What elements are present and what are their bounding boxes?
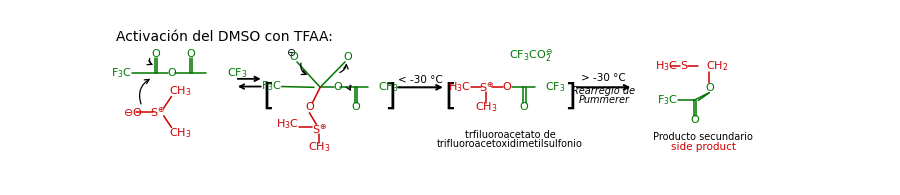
Text: O: O xyxy=(502,82,511,92)
Text: CH$_3$: CH$_3$ xyxy=(308,140,330,154)
Text: H$_3$C: H$_3$C xyxy=(275,117,299,131)
Text: CF$_3$: CF$_3$ xyxy=(227,66,248,80)
Text: H$_3$C: H$_3$C xyxy=(655,59,678,73)
Text: CF$_3$: CF$_3$ xyxy=(545,80,565,94)
Text: S$^{\oplus}$: S$^{\oplus}$ xyxy=(312,122,327,136)
Text: > -30 °C: > -30 °C xyxy=(581,73,626,83)
Text: H$_3$C: H$_3$C xyxy=(447,80,471,94)
Text: O: O xyxy=(151,49,160,59)
Text: O: O xyxy=(352,102,360,112)
Text: trifluoroacetoxidimetilsulfonio: trifluoroacetoxidimetilsulfonio xyxy=(437,139,583,149)
Text: CH$_3$: CH$_3$ xyxy=(169,84,192,98)
Text: $\ominus$: $\ominus$ xyxy=(285,47,296,58)
Text: F$_3$C: F$_3$C xyxy=(657,93,679,107)
Text: $\ominus$O: $\ominus$O xyxy=(123,106,143,118)
Text: trfiluoroacetato de: trfiluoroacetato de xyxy=(464,130,555,140)
Text: S$^{\oplus}$: S$^{\oplus}$ xyxy=(150,105,165,119)
Text: O: O xyxy=(167,68,176,78)
Text: CF$_3$CO$_2^{\ominus}$: CF$_3$CO$_2^{\ominus}$ xyxy=(509,48,553,64)
Text: S$^{\oplus}$: S$^{\oplus}$ xyxy=(479,81,493,94)
Text: [: [ xyxy=(262,82,274,111)
Text: ]: ] xyxy=(384,82,396,111)
Text: F$_3$C: F$_3$C xyxy=(111,66,132,80)
Text: F$_3$C: F$_3$C xyxy=(260,80,282,93)
Text: Producto secundario: Producto secundario xyxy=(653,132,753,142)
Text: CH$_3$: CH$_3$ xyxy=(475,100,498,114)
Text: side product: side product xyxy=(670,142,735,152)
Text: CH$_2$: CH$_2$ xyxy=(706,59,728,73)
Text: < -30 °C: < -30 °C xyxy=(398,75,443,85)
Text: ]: ] xyxy=(563,82,576,111)
Text: [: [ xyxy=(445,82,456,111)
Text: O: O xyxy=(705,83,714,93)
Text: O: O xyxy=(343,52,352,62)
Text: Pummerer: Pummerer xyxy=(579,95,629,105)
Text: O: O xyxy=(305,102,314,112)
Text: S: S xyxy=(680,61,688,71)
Text: O: O xyxy=(333,82,342,92)
Text: O: O xyxy=(290,52,298,62)
Text: O: O xyxy=(186,49,195,59)
Text: CH$_3$: CH$_3$ xyxy=(169,126,192,140)
Text: O: O xyxy=(519,102,528,112)
Text: Activación del DMSO con TFAA:: Activación del DMSO con TFAA: xyxy=(116,30,333,43)
Text: CF$_3$: CF$_3$ xyxy=(378,80,399,94)
Text: Rearreglo de: Rearreglo de xyxy=(572,86,635,96)
Text: O: O xyxy=(690,115,699,125)
